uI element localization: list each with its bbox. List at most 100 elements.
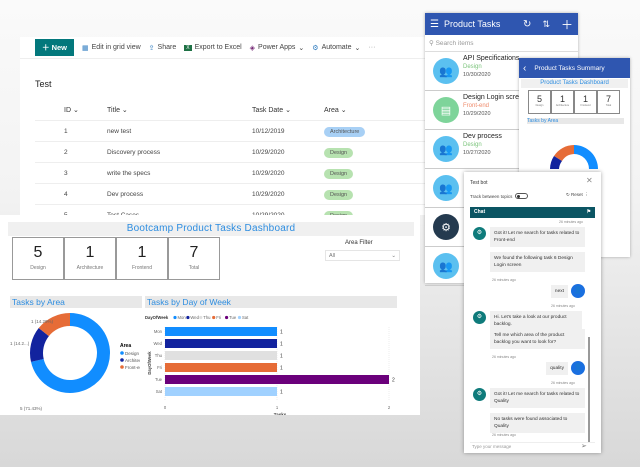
app-title: Product Tasks <box>443 19 501 29</box>
user-avatar-icon: 👤 <box>571 284 585 298</box>
grid-icon: ▦ <box>82 44 89 52</box>
bar-fri[interactable] <box>165 363 277 372</box>
legend-item: Wed <box>190 315 199 320</box>
kpi-label: Design <box>535 104 544 107</box>
summary-area-title: Tasks by Area <box>527 118 624 124</box>
donut-slice-front-end[interactable] <box>38 313 70 337</box>
kpi-value: 1 <box>582 94 588 104</box>
column-header-task-date[interactable]: Task Date ⌄ <box>252 107 291 114</box>
kpi-card-total: 7 Total <box>168 237 220 280</box>
legend-marker <box>120 351 124 355</box>
close-icon[interactable]: ✕ <box>586 176 593 185</box>
kpi-label: Design <box>30 265 46 271</box>
column-header-area[interactable]: Area ⌄ <box>324 107 347 114</box>
list-item[interactable]: ▤ Design Login scree Front-end 10/29/202… <box>425 91 578 130</box>
bar-wed[interactable] <box>165 339 277 348</box>
flag-icon[interactable]: ⚑ <box>586 209 591 215</box>
table-row[interactable]: 2 Discovery process 10/29/2020 Design <box>35 142 430 163</box>
table-row[interactable]: 3 write the specs 10/29/2020 Design <box>35 163 430 184</box>
tasks-by-area-donut-chart: 5 (71.43%) 1 (14.2...) 1 (14.29%) Area Desig… <box>10 313 140 411</box>
area-pill: Architecture <box>324 126 366 137</box>
legend-item[interactable]: Design <box>125 351 140 356</box>
legend-item[interactable]: Architecture <box>125 358 140 363</box>
list-title: Test <box>35 79 52 89</box>
kpi-value: 1 <box>137 244 147 261</box>
cell-title[interactable]: write the specs <box>107 169 151 177</box>
new-button[interactable]: ＋ New <box>35 39 75 56</box>
kpi-card: 1 Architecture <box>551 90 574 114</box>
kpi-card: 1 Frontend <box>574 90 597 114</box>
donut-slice-architecture <box>550 156 562 169</box>
team-icon: 👥 <box>433 58 459 84</box>
donut-slice-design[interactable] <box>31 313 110 393</box>
bar-data-label: 1 <box>280 342 283 348</box>
power-apps-button[interactable]: ◈ Power Apps ⌄ <box>250 44 305 52</box>
bar-mon[interactable] <box>165 327 277 336</box>
chat-scrollbar[interactable] <box>588 337 590 442</box>
timestamp: 26 minutes ago <box>492 433 516 437</box>
reset-button[interactable]: ↻ Reset ⋮ <box>566 192 589 197</box>
area-filter-dropdown[interactable]: All ⌄ <box>325 250 400 261</box>
chat-label: Chat <box>474 209 486 215</box>
edit-grid-button[interactable]: ▦ Edit in grid view <box>82 44 141 52</box>
donut-slice-architecture[interactable] <box>29 328 49 362</box>
y-tick-label: Mon <box>154 329 163 334</box>
table-row[interactable]: 4 Dev process 10/29/2020 Design <box>35 184 430 205</box>
bar-tue[interactable] <box>165 375 389 384</box>
new-label: New <box>51 43 68 52</box>
list-item[interactable]: 👥 API Specifications Design 10/30/2020 <box>425 52 578 91</box>
cell-title[interactable]: Discovery process <box>107 148 161 156</box>
column-header-title[interactable]: Title ⌄ <box>107 107 128 114</box>
export-excel-button[interactable]: X Export to Excel <box>184 44 242 51</box>
dashboard-title: Bootcamp Product Tasks Dashboard <box>8 222 414 236</box>
legend-item[interactable]: Front-end <box>125 365 140 370</box>
share-button[interactable]: ⇪ Share <box>149 44 177 52</box>
send-icon[interactable]: ➢ <box>581 443 587 450</box>
export-label: Export to Excel <box>194 44 242 51</box>
share-label: Share <box>157 44 177 51</box>
team-icon: 👥 <box>433 136 459 162</box>
message-input[interactable]: Type your message <box>472 444 512 449</box>
column-header-id[interactable]: ID ⌄ <box>64 107 79 114</box>
bar-data-label: 1 <box>280 330 283 336</box>
sort-icon[interactable]: ⇅ <box>542 18 550 29</box>
bot-message: We found the following task 6 Design Log… <box>490 252 585 273</box>
donut-slice-design <box>574 145 598 169</box>
bar-sat[interactable] <box>165 387 277 396</box>
bar-data-label: 1 <box>280 354 283 360</box>
item-title: Design Login scree <box>463 94 523 101</box>
hamburger-menu-icon[interactable]: ☰ <box>430 18 439 30</box>
chat-title: Test bot <box>470 180 488 186</box>
search-input[interactable]: ⚲ Search items <box>425 35 578 52</box>
bar-thu[interactable] <box>165 351 277 360</box>
timestamp: 26 minutes ago <box>559 220 583 224</box>
legend-item: Tue <box>229 315 237 320</box>
kpi-value: 1 <box>559 94 565 104</box>
gear-person-icon: ⚙ <box>433 214 459 240</box>
track-topics-toggle[interactable] <box>515 193 529 199</box>
column-label: ID <box>64 107 71 114</box>
tasks-by-area-title: Tasks by Area <box>10 296 142 308</box>
track-topics-row: Track between topics <box>470 193 529 199</box>
cell-id: 4 <box>64 190 68 198</box>
more-button[interactable]: ··· <box>368 44 376 51</box>
legend-marker <box>173 315 177 320</box>
table-row[interactable]: 1 new test 10/12/2019 Architecture <box>35 121 430 142</box>
cell-title[interactable]: Dev process <box>107 190 144 198</box>
add-icon[interactable]: ＋ <box>560 17 573 32</box>
kpi-card-architecture: 1 Architecture <box>64 237 116 280</box>
bot-message: Got it! Let me search for tasks related … <box>490 388 585 409</box>
legend-title: Area <box>120 343 131 349</box>
automate-button[interactable]: ⚙ Automate ⌄ <box>312 44 360 52</box>
cell-title[interactable]: new test <box>107 127 132 135</box>
automate-label: Automate <box>321 44 352 51</box>
y-tick-label: Sat <box>156 389 163 394</box>
tasks-by-day-title: Tasks by Day of Week <box>145 296 397 308</box>
list-item[interactable]: 👥 Dev process Design 10/27/2020 <box>425 130 578 169</box>
list-item[interactable]: 👥 <box>425 247 578 286</box>
bot-message: Tell me which area of the product backlo… <box>490 329 585 350</box>
item-title: Dev process <box>463 133 502 140</box>
refresh-icon[interactable]: ↻ <box>523 18 532 30</box>
back-arrow-icon[interactable]: ‹ <box>523 62 527 74</box>
timestamp: 26 minutes ago <box>551 381 575 385</box>
